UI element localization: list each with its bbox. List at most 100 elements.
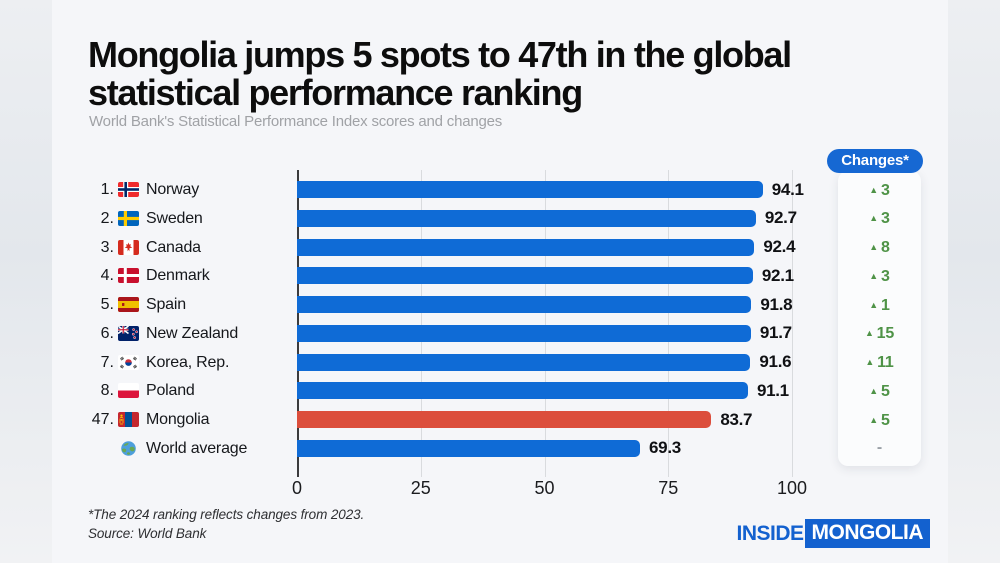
score-bar: [297, 353, 751, 371]
x-tick-label: 50: [534, 478, 555, 498]
change-value: ▲ 3: [838, 208, 921, 228]
up-arrow-icon: ▲: [869, 270, 878, 281]
change-value: ▲ 3: [838, 266, 921, 286]
x-tick-label: 25: [410, 478, 431, 498]
change-value: ▲ 8: [838, 237, 921, 257]
gridline: [792, 170, 793, 477]
country-label: Sweden: [146, 209, 203, 227]
score-value-label: 92.1: [761, 265, 794, 285]
y-axis-line: [297, 170, 299, 477]
rank-label: 2.: [100, 209, 114, 227]
chart-row: 1. Norway 94.1: [52, 176, 948, 204]
country-label: Denmark: [146, 267, 210, 285]
flag-korea-icon: [118, 354, 139, 370]
change-number: 11: [877, 354, 894, 371]
change-value: ▲ 5: [838, 381, 921, 401]
country-label: Mongolia: [146, 411, 210, 428]
x-tick-label: 100: [776, 478, 808, 498]
footnote-source: Source: World Bank: [88, 526, 207, 541]
right-letterbox-band: [948, 0, 1000, 563]
score-bar: [297, 267, 753, 285]
score-bar: [297, 209, 756, 227]
score-value-label: 91.1: [756, 380, 789, 400]
flag-canada-icon: [118, 239, 139, 255]
gridline: [420, 170, 422, 477]
up-arrow-icon: ▲: [865, 357, 875, 367]
up-arrow-icon: ▲: [869, 414, 878, 425]
rank-label: 7.: [100, 353, 114, 371]
infographic-canvas: Mongolia jumps 5 spots to 47th in the gl…: [52, 0, 948, 563]
changes-panel: [838, 171, 921, 466]
left-letterbox-band: [0, 0, 52, 563]
score-value-label: 94.1: [771, 179, 804, 199]
rank-label: 6.: [100, 324, 114, 342]
change-number: 8: [881, 239, 890, 256]
change-number: 5: [881, 411, 890, 429]
country-label: Poland: [146, 382, 195, 400]
up-arrow-icon: ▲: [869, 385, 878, 396]
country-label: Canada: [146, 238, 201, 256]
globe-icon: [118, 440, 139, 456]
chart-row: 4. Denmark 92.1: [52, 262, 948, 290]
flag-denmark-icon: [118, 268, 139, 284]
score-value-label: 91.7: [759, 323, 792, 343]
score-value-label: 91.6: [759, 352, 792, 371]
rank-label: 1.: [100, 181, 114, 198]
score-value-label: 69.3: [649, 438, 681, 458]
change-number: 1: [881, 296, 890, 314]
chart-row: 7. Korea, Rep. 91.6: [52, 348, 948, 376]
change-value: ▲ 5: [838, 410, 921, 430]
chart-row: 5. Spain 91.8: [52, 291, 948, 319]
rank-label: 8.: [100, 382, 114, 400]
title-line-2: statistical performance ranking: [88, 72, 583, 114]
flag-spain-icon: [118, 297, 139, 312]
rank-label: 3.: [100, 238, 114, 256]
flag-new-zealand-icon: [118, 325, 139, 341]
change-value: -: [876, 439, 883, 457]
score-bar: [297, 296, 752, 313]
change-number: 3: [881, 267, 890, 285]
country-label: New Zealand: [146, 324, 239, 342]
score-value-label: 91.8: [760, 294, 793, 314]
bar-chart: 0 25 50 75 100 1. Norway 94.1 2. Sweden 92.7 3. Cana…: [52, 0, 948, 563]
country-label: Spain: [146, 296, 186, 313]
change-value: ▲ 1: [838, 295, 921, 315]
chart-row: 8. Poland 91.1: [52, 377, 948, 405]
change-value: ▲ 3: [838, 180, 921, 200]
rank-label: 5.: [100, 296, 114, 313]
up-arrow-icon: ▲: [864, 328, 874, 339]
x-tick-label: 75: [658, 478, 679, 498]
country-label: Korea, Rep.: [146, 353, 230, 371]
score-bar: [297, 411, 712, 428]
page-subtitle: World Bank's Statistical Performance Ind…: [89, 113, 503, 130]
up-arrow-icon: ▲: [869, 184, 878, 195]
country-label: World average: [146, 439, 248, 457]
score-value-label: 92.7: [764, 208, 797, 228]
chart-row: World average 69.3: [52, 434, 948, 462]
logo-text-mongolia: MONGOLIA: [804, 519, 930, 548]
gridline: [668, 170, 670, 477]
changes-header-pill: Changes*: [827, 149, 923, 173]
inside-mongolia-logo: INSIDE MONGOLIA: [736, 519, 930, 548]
chart-row: 3. Canada 92.4: [52, 233, 948, 261]
footnote-ranking-note: *The 2024 ranking reflects changes from …: [88, 507, 365, 522]
score-bar: [297, 181, 763, 198]
logo-text-inside: INSIDE: [736, 521, 804, 545]
score-bar: [297, 439, 641, 457]
chart-row: 6. New Zealand 91.7: [52, 319, 948, 347]
score-bar: [297, 324, 751, 342]
change-number: 5: [881, 382, 890, 400]
flag-poland-icon: [118, 383, 139, 399]
up-arrow-icon: ▲: [869, 242, 878, 252]
x-tick-label: 0: [291, 478, 302, 498]
flag-sweden-icon: [118, 210, 139, 226]
country-label: Norway: [146, 181, 200, 198]
change-number: 15: [876, 325, 895, 343]
flag-norway-icon: [118, 182, 139, 197]
title-line-1: Mongolia jumps 5 spots to 47th in the gl…: [88, 34, 792, 75]
rank-label: 47.: [91, 411, 114, 428]
score-bar: [297, 238, 755, 256]
flag-mongolia-icon: [118, 412, 139, 427]
chart-row: 47. Mongolia 83.7: [52, 406, 948, 434]
